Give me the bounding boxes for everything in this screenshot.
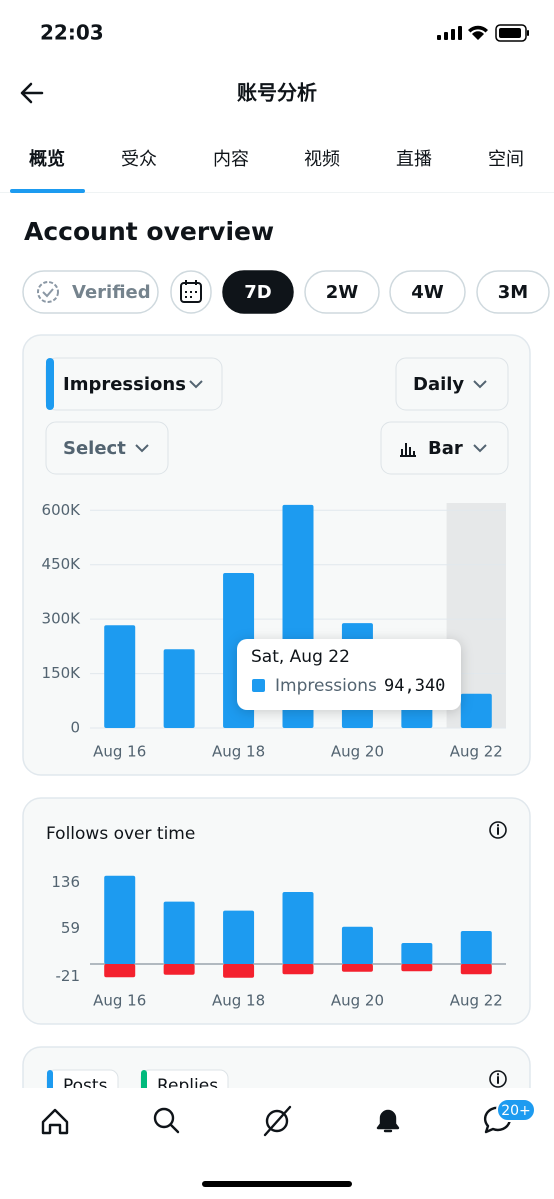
tab[interactable]: 视频 — [304, 149, 340, 170]
bar — [282, 964, 314, 975]
y-tick-label: 600K — [42, 501, 82, 519]
x-tick-label: Aug 22 — [450, 743, 503, 761]
pill-bg — [222, 270, 294, 314]
tooltip-title: Sat, Aug 22 — [251, 647, 350, 667]
verified-pill[interactable]: Verified — [22, 270, 159, 314]
bar — [460, 931, 492, 964]
bar — [223, 964, 255, 978]
bar — [341, 926, 373, 964]
tab[interactable]: 空间 — [488, 149, 524, 170]
tab-divider — [0, 192, 554, 193]
status-icons — [437, 24, 529, 42]
x-tick-label: Aug 20 — [331, 992, 384, 1010]
tooltip-series: Impressions — [275, 676, 377, 696]
tabs: 概览 受众 内容 视频 直播 空间 — [29, 148, 524, 170]
compare-dropdown[interactable]: Select — [45, 421, 169, 475]
calendar-button[interactable] — [170, 270, 212, 314]
interval-label: Daily — [413, 374, 464, 395]
bar — [282, 892, 314, 964]
bar — [223, 910, 255, 964]
tab[interactable]: 内容 — [213, 149, 249, 170]
impressions-chart: 0 150K 300K 450K 600K Aug 16 Aug 18 Aug 20 Aug 2… — [42, 501, 506, 761]
bar — [163, 649, 195, 728]
bottom-nav — [0, 1088, 554, 1199]
badge: 20+ — [496, 1098, 536, 1122]
x-tick-label: Aug 22 — [450, 992, 503, 1010]
home-indicator — [202, 1181, 352, 1187]
pill-label: 3M — [498, 282, 528, 303]
status-time: 22:03 — [40, 21, 104, 45]
pill-bg — [304, 270, 380, 314]
range-pill[interactable]: 2W — [304, 270, 380, 314]
bar — [163, 964, 195, 975]
tooltip-swatch — [252, 679, 265, 692]
range-pill[interactable]: 4W — [389, 270, 466, 314]
section-title: Account overview — [24, 217, 274, 246]
pill-bg — [389, 270, 466, 314]
y-tick-label: 150K — [42, 664, 82, 682]
range-pill[interactable]: 3M — [476, 270, 550, 314]
x-tick-label: Aug 16 — [93, 743, 146, 761]
range-pills: 7D 2W 4W 3M — [222, 270, 550, 314]
bar — [401, 964, 433, 972]
tooltip-value: 94,340 — [384, 676, 445, 696]
bar — [460, 964, 492, 975]
y-tick-label: 300K — [42, 610, 82, 628]
bar — [104, 964, 136, 978]
pill-label: 2W — [326, 282, 359, 303]
pill-label: 7D — [244, 282, 271, 303]
bar — [341, 964, 373, 972]
chart-kind-dropdown[interactable]: Bar — [380, 421, 509, 475]
bar — [104, 625, 136, 728]
x-tick-label: Aug 16 — [93, 992, 146, 1010]
range-pill[interactable]: 7D — [222, 270, 294, 314]
follows-title: Follows over time — [46, 824, 195, 844]
pill-bg — [476, 270, 550, 314]
tooltip: Sat, Aug 22 Impressions 94,340 — [237, 639, 461, 710]
grok-tab[interactable] — [263, 1105, 292, 1137]
info-button[interactable] — [489, 821, 507, 839]
interval-dropdown[interactable]: Daily — [395, 357, 509, 411]
notifications-tab[interactable] — [376, 1109, 400, 1133]
home-tab[interactable] — [41, 1108, 69, 1135]
pill-label: 4W — [411, 282, 444, 303]
y-tick-label: 450K — [42, 555, 82, 573]
back-button[interactable] — [20, 82, 44, 104]
bar — [460, 693, 492, 728]
tab[interactable]: 概览 — [29, 148, 65, 170]
search-tab[interactable] — [153, 1107, 180, 1134]
y-tick-label: 0 — [70, 719, 80, 737]
bar — [163, 901, 195, 964]
chart-kind-label: Bar — [428, 438, 463, 459]
metric-label: Impressions — [63, 374, 186, 395]
follows-chart: 136 59 -21 Aug 16 Aug 18 Aug 20 Aug 22 — [51, 873, 506, 1010]
info-button[interactable] — [489, 1070, 507, 1088]
y-tick-label: 136 — [51, 873, 80, 891]
bar — [401, 943, 433, 964]
y-tick-label: -21 — [56, 967, 81, 985]
x-tick-label: Aug 18 — [212, 743, 265, 761]
badge-label: 20+ — [501, 1103, 531, 1119]
tab[interactable]: 受众 — [121, 149, 157, 170]
y-tick-label: 59 — [61, 919, 80, 937]
tab-indicator — [10, 189, 85, 193]
tooltip-bg — [237, 639, 461, 710]
x-tick-label: Aug 20 — [331, 743, 384, 761]
metric-dropdown[interactable]: Impressions — [45, 357, 223, 411]
compare-label: Select — [63, 438, 126, 459]
tab[interactable]: 直播 — [396, 149, 432, 170]
verified-label: Verified — [72, 282, 151, 303]
bar — [104, 875, 136, 964]
header-title: 账号分析 — [237, 81, 317, 105]
x-tick-label: Aug 18 — [212, 992, 265, 1010]
